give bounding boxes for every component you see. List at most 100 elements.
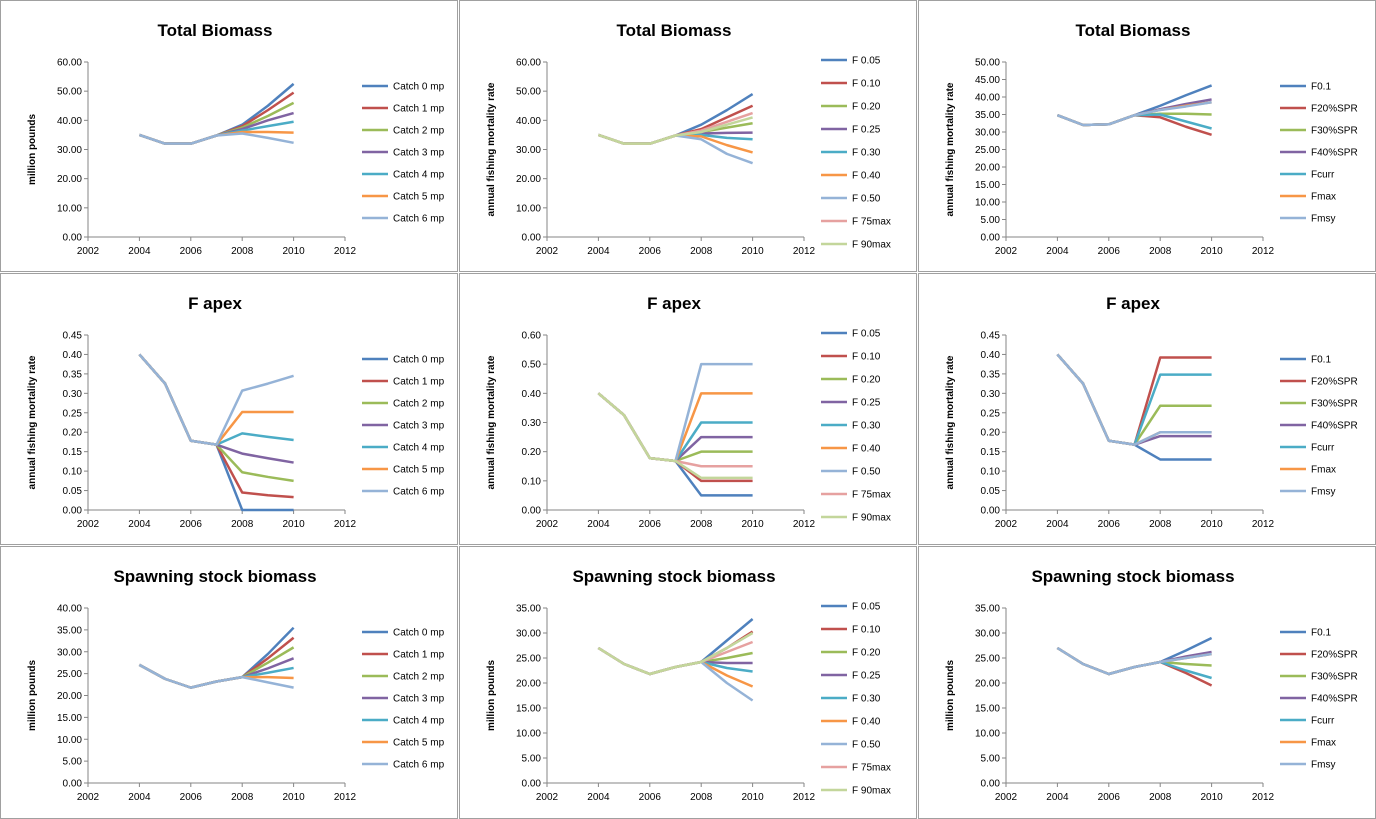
series-line	[138, 132, 294, 145]
x-tick-label: 2010	[282, 246, 305, 257]
series-line	[1056, 101, 1212, 127]
y-tick-label: 0.00	[522, 233, 542, 244]
legend-label: Catch 6 mp	[393, 214, 445, 225]
legend-label: F30%SPR	[1311, 126, 1358, 137]
x-tick-label: 2008	[1149, 792, 1172, 803]
series-line	[597, 392, 753, 480]
x-tick-label: 2006	[639, 246, 662, 257]
legend-label: F 75max	[852, 490, 891, 501]
x-tick-label: 2008	[1149, 246, 1172, 257]
y-tick-label: 40.00	[57, 116, 82, 127]
y-tick-label: 25.00	[57, 669, 82, 680]
legend-label: F40%SPR	[1311, 421, 1358, 432]
legend-label: F 0.05	[852, 602, 881, 613]
x-tick-label: 2002	[536, 792, 559, 803]
chart: F apex annual fishing mortality rate 0.00 0…	[459, 273, 917, 545]
y-tick-label: 0.25	[63, 408, 83, 419]
legend-label: Catch 5 mp	[393, 465, 445, 476]
series-line	[138, 353, 294, 446]
y-axis-label: million pounds	[486, 660, 497, 732]
legend-label: F 0.40	[852, 444, 881, 455]
legend-label: Catch 1 mp	[393, 650, 445, 661]
x-tick-label: 2002	[536, 519, 559, 530]
legend-label: F 0.50	[852, 740, 881, 751]
chart-title: F apex	[1106, 294, 1160, 313]
x-tick-label: 2008	[231, 246, 254, 257]
x-tick-label: 2012	[334, 246, 357, 257]
y-tick-label: 45.00	[975, 75, 1000, 86]
chart: Total Biomass annual fishing mortality ra…	[459, 0, 917, 272]
legend-label: F0.1	[1311, 82, 1331, 93]
y-tick-label: 35.00	[57, 625, 82, 636]
x-tick-label: 2004	[1046, 519, 1069, 530]
y-tick-label: 0.00	[981, 506, 1001, 517]
legend-label: Fmsy	[1311, 760, 1335, 771]
x-tick-label: 2004	[1046, 792, 1069, 803]
x-tick-label: 2008	[231, 792, 254, 803]
legend-label: Fmax	[1311, 738, 1336, 749]
series-line	[597, 116, 753, 145]
legend-label: Catch 3 mp	[393, 421, 445, 432]
x-tick-label: 2004	[587, 792, 610, 803]
legend-label: F 0.30	[852, 694, 881, 705]
x-tick-label: 2006	[639, 519, 662, 530]
x-tick-label: 2010	[282, 519, 305, 530]
x-tick-label: 2002	[77, 792, 100, 803]
legend-label: Fmsy	[1311, 214, 1335, 225]
y-tick-label: 35.00	[975, 604, 1000, 615]
legend-label: F 0.10	[852, 352, 881, 363]
x-tick-label: 2008	[1149, 519, 1172, 530]
y-tick-label: 0.30	[522, 418, 542, 429]
legend-label: F40%SPR	[1311, 694, 1358, 705]
chart-title: Spawning stock biomass	[572, 567, 775, 586]
y-tick-label: 0.45	[63, 331, 83, 342]
legend-label: Catch 2 mp	[393, 126, 445, 137]
x-tick-label: 2002	[995, 792, 1018, 803]
y-tick-label: 0.40	[981, 350, 1001, 361]
y-tick-label: 5.00	[981, 754, 1001, 765]
chart-title: Total Biomass	[1076, 21, 1191, 40]
x-tick-label: 2010	[741, 519, 764, 530]
y-tick-label: 0.05	[63, 486, 83, 497]
legend-label: Catch 5 mp	[393, 192, 445, 203]
chart: Spawning stock biomass million pounds 0.00…	[0, 546, 458, 819]
legend-label: F 0.30	[852, 421, 881, 432]
y-tick-label: 15.00	[975, 180, 1000, 191]
y-tick-label: 0.20	[981, 428, 1001, 439]
y-tick-label: 10.00	[57, 735, 82, 746]
chart-border	[0, 0, 458, 272]
legend-label: F 0.10	[852, 79, 881, 90]
y-tick-label: 0.20	[63, 428, 83, 439]
x-tick-label: 2004	[1046, 246, 1069, 257]
y-tick-label: 0.60	[522, 331, 542, 342]
y-tick-label: 5.00	[522, 754, 542, 765]
legend-label: F 90max	[852, 513, 891, 524]
y-tick-label: 0.00	[63, 506, 83, 517]
y-axis-label: million pounds	[945, 660, 956, 732]
y-tick-label: 20.00	[516, 174, 541, 185]
legend-label: Catch 4 mp	[393, 170, 445, 181]
x-tick-label: 2012	[1252, 519, 1275, 530]
y-tick-label: 60.00	[57, 58, 82, 69]
y-axis-label: annual fishing mortality rate	[486, 82, 497, 216]
chart: F apex annual fishing mortality rate 0.00 0…	[918, 273, 1376, 545]
chart-border	[918, 546, 1376, 819]
y-tick-label: 25.00	[975, 654, 1000, 665]
y-tick-label: 0.30	[981, 389, 1001, 400]
y-tick-label: 0.00	[63, 779, 83, 790]
x-tick-label: 2004	[587, 246, 610, 257]
y-tick-label: 0.00	[522, 506, 542, 517]
y-tick-label: 0.10	[981, 467, 1001, 478]
y-tick-label: 20.00	[975, 163, 1000, 174]
x-tick-label: 2012	[1252, 792, 1275, 803]
legend-label: F 0.50	[852, 194, 881, 205]
x-tick-label: 2006	[639, 792, 662, 803]
legend-label: Catch 2 mp	[393, 399, 445, 410]
x-tick-label: 2012	[793, 519, 816, 530]
y-tick-label: 10.00	[975, 729, 1000, 740]
x-tick-label: 2010	[1200, 792, 1223, 803]
x-tick-label: 2012	[793, 246, 816, 257]
chart: Spawning stock biomass million pounds 0.00…	[459, 546, 917, 819]
legend-label: Fmsy	[1311, 487, 1335, 498]
